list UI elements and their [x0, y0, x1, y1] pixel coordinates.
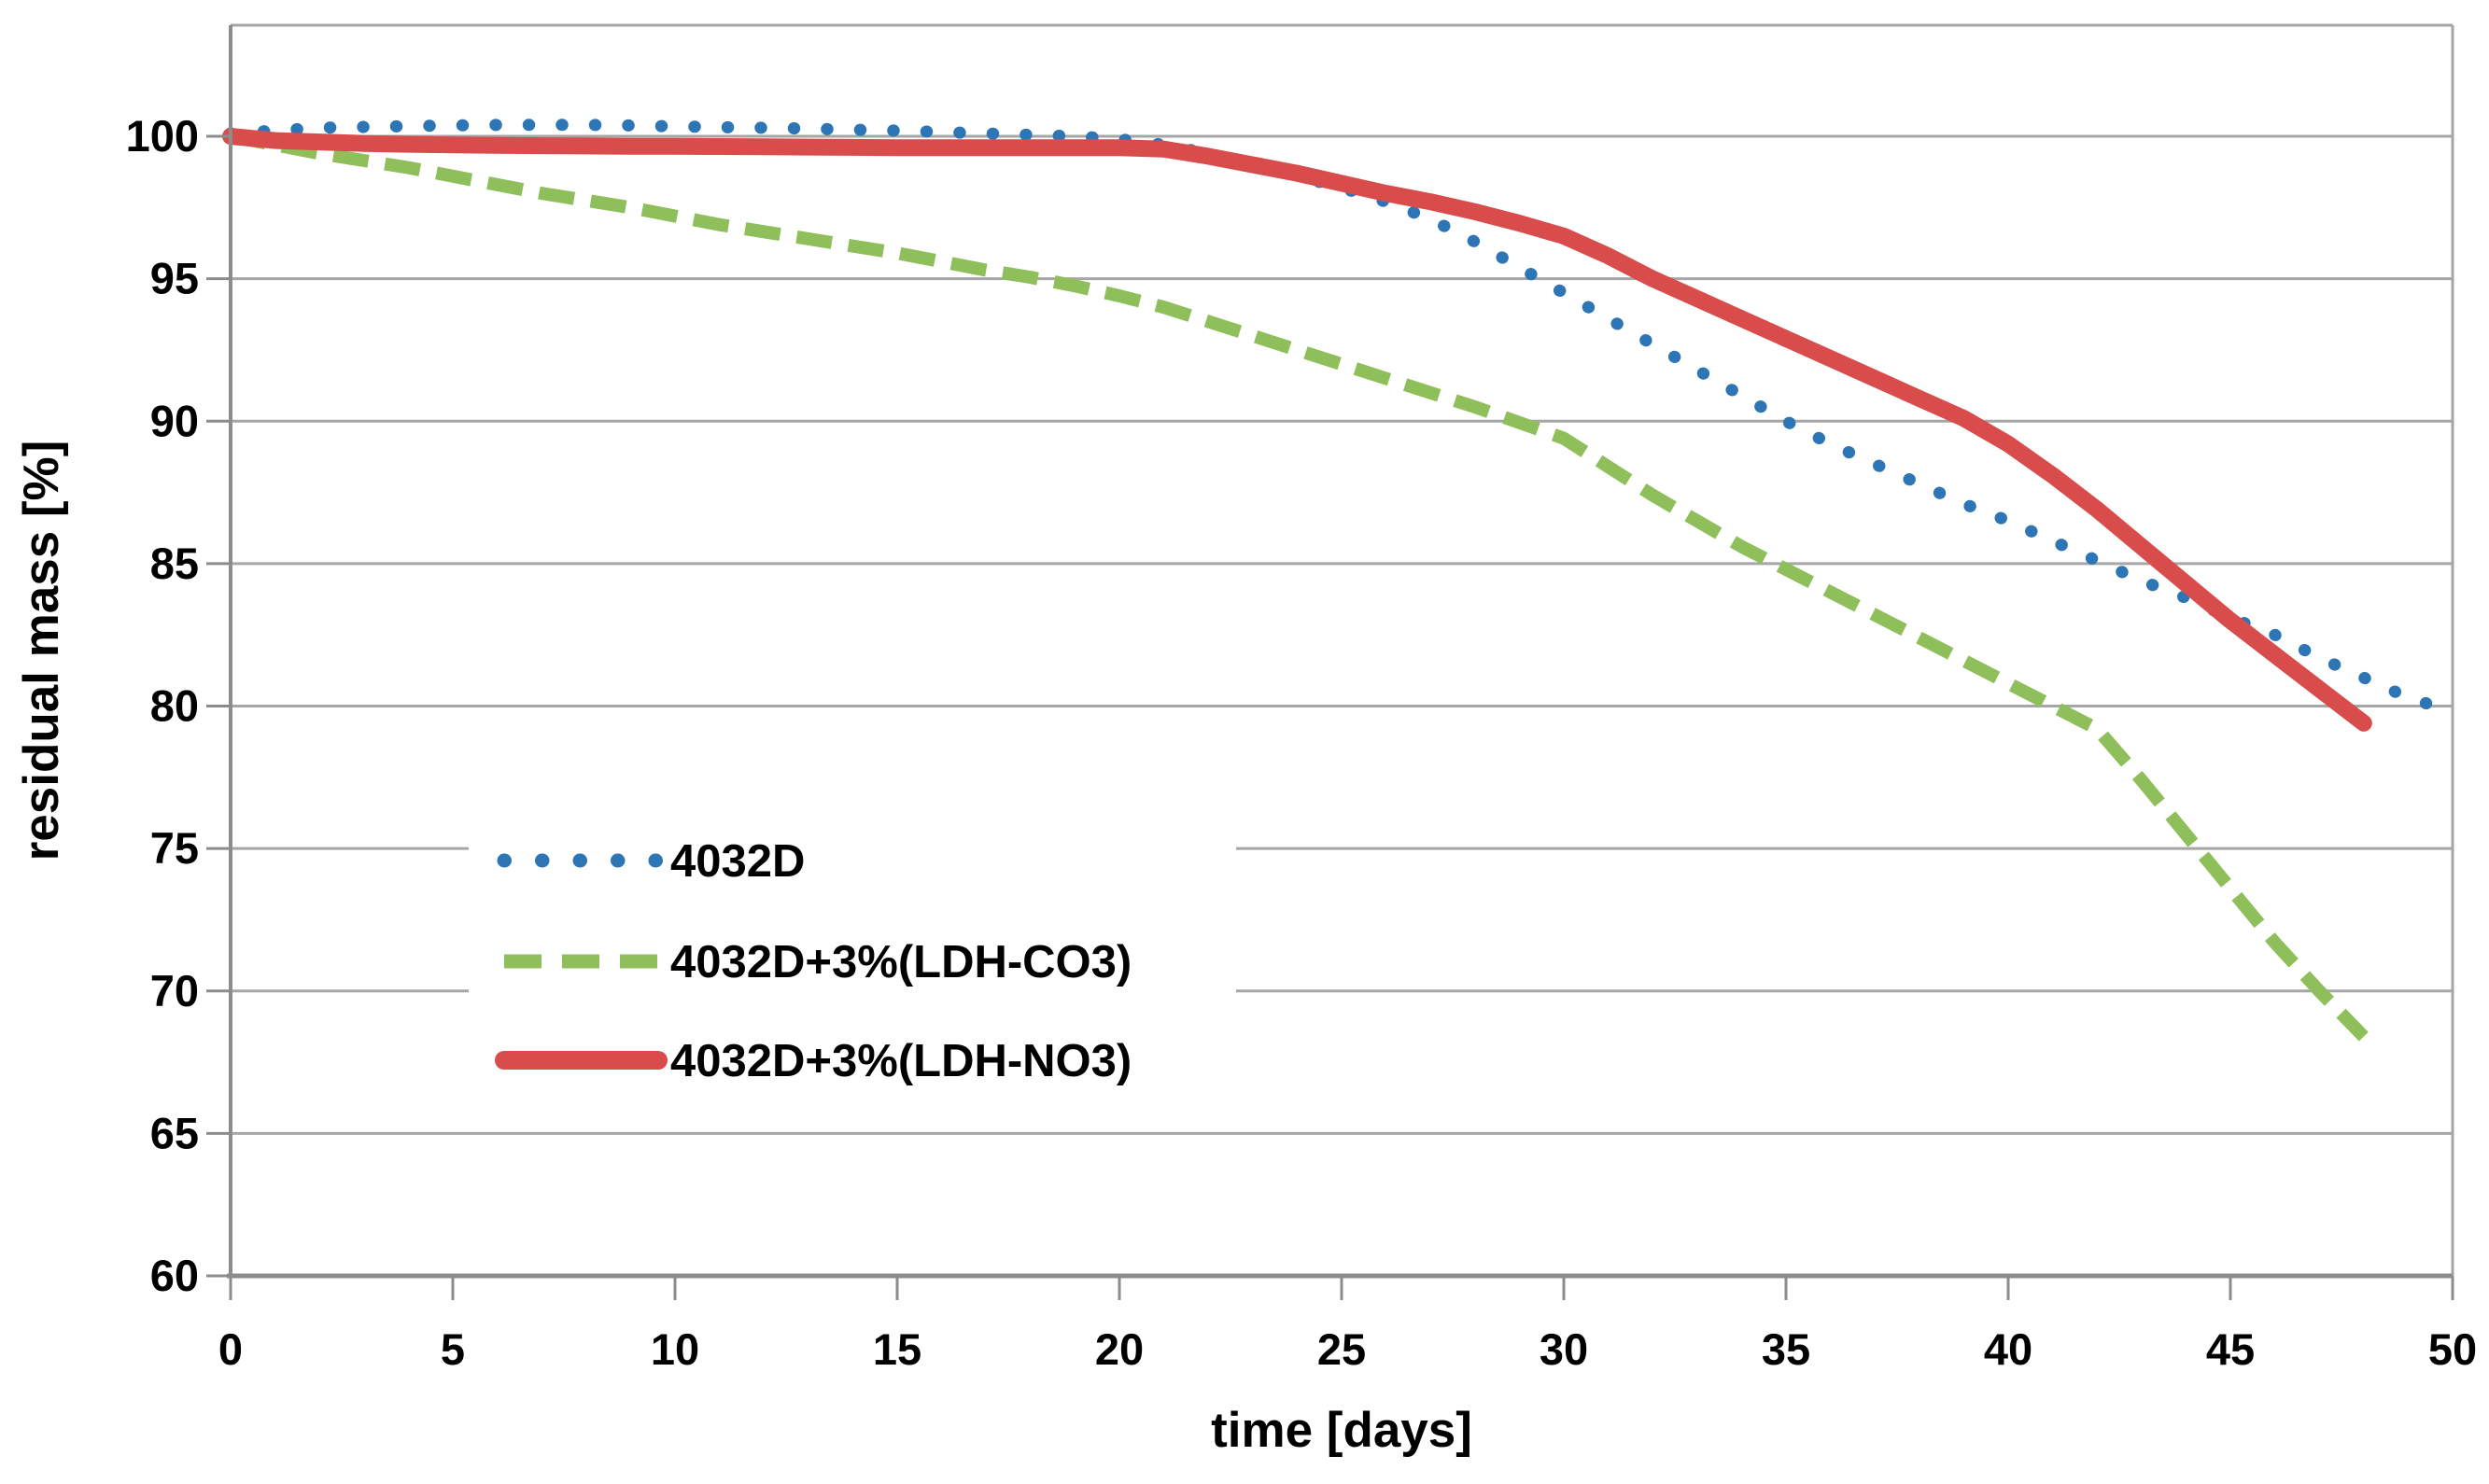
y-tick-label-65: 65	[150, 1108, 199, 1157]
legend-item-4032d: 4032D	[497, 836, 805, 887]
x-tick-label-5: 5	[441, 1324, 465, 1374]
legend-label-4032d: 4032D	[670, 836, 805, 887]
legend-item-4032d-ldh-no3: 4032D+3%(LDH-NO3)	[495, 1036, 1132, 1086]
x-tick-label-45: 45	[2206, 1324, 2255, 1374]
legend-label-4032d-ldh-no3: 4032D+3%(LDH-NO3)	[670, 1036, 1132, 1086]
y-tick-label-95: 95	[150, 254, 199, 303]
legend-label-4032d-ldh-co3: 4032D+3%(LDH-CO3)	[670, 937, 1132, 987]
series-lines	[222, 119, 2459, 1042]
y-tick-label-60: 60	[150, 1251, 199, 1300]
y-tick-label-100: 100	[126, 111, 199, 161]
y-tick-label-75: 75	[150, 823, 199, 873]
x-tick-label-40: 40	[1984, 1324, 2032, 1374]
y-tick-label-70: 70	[150, 966, 199, 1015]
series-line-4032D+3%(LDH-NO3)	[222, 128, 2372, 732]
y-tick-label-85: 85	[150, 539, 199, 588]
legend: 4032D 4032D+3%(LDH-CO3) 4032D+3%(LDH-NO3…	[495, 836, 1132, 1086]
x-axis-title: time [days]	[1211, 1403, 1472, 1458]
x-tick-label-30: 30	[1540, 1324, 1588, 1374]
x-tick-label-35: 35	[1762, 1324, 1810, 1374]
axis-tick-marks	[206, 134, 2454, 1300]
x-tick-label-50: 50	[2428, 1324, 2477, 1374]
x-tick-label-10: 10	[651, 1324, 699, 1374]
x-tick-label-20: 20	[1095, 1324, 1144, 1374]
x-tick-label-0: 0	[218, 1324, 243, 1374]
y-axis-title: residual mass [%]	[14, 441, 69, 861]
y-tick-label-80: 80	[150, 681, 199, 731]
x-tick-label-25: 25	[1317, 1324, 1366, 1374]
x-tick-label-15: 15	[873, 1324, 921, 1374]
legend-item-4032d-ldh-co3: 4032D+3%(LDH-CO3)	[504, 937, 1132, 987]
series-line-4032D	[224, 119, 2459, 719]
y-tick-label-90: 90	[150, 396, 199, 445]
axis-tick-labels: 60 65 70 75 80 85 90 95 100 0 5 10 15 20 25 30 35 40 45 50	[126, 111, 2478, 1374]
plot-frame	[227, 23, 2454, 1279]
